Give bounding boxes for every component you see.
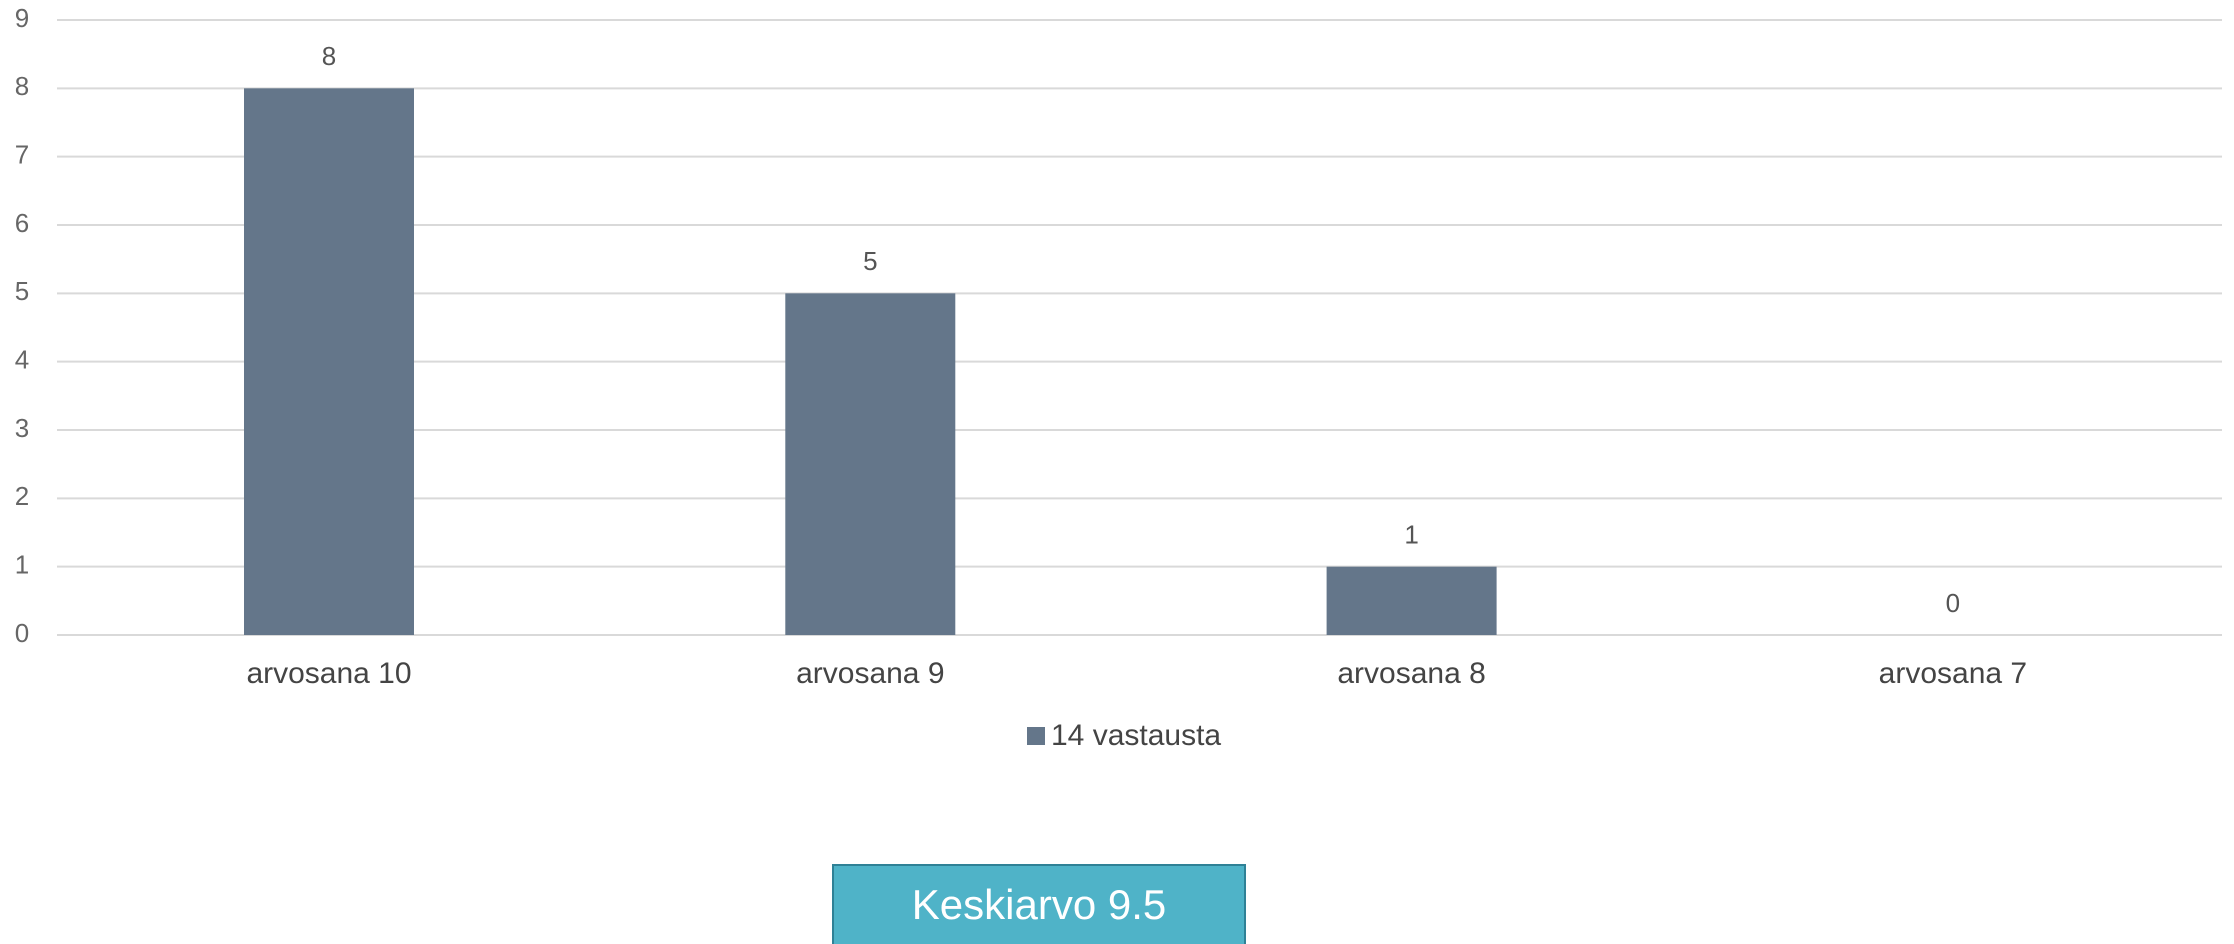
legend-label: 14 vastausta [1051, 719, 1221, 752]
y-tick-label: 8 [15, 71, 29, 101]
y-tick-label: 5 [15, 276, 29, 306]
bar [244, 88, 414, 636]
x-tick-label: arvosana 8 [1337, 657, 1485, 690]
bar [1326, 566, 1497, 635]
y-tick-label: 4 [15, 345, 29, 375]
x-tick-label: arvosana 9 [796, 657, 944, 690]
value-label: 8 [322, 41, 336, 71]
y-tick-label: 3 [15, 413, 29, 443]
legend-swatch [1027, 727, 1045, 745]
y-tick-label: 0 [15, 618, 29, 648]
annotation-box [832, 864, 1246, 944]
y-tick-label: 9 [15, 3, 29, 33]
y-tick-label: 1 [15, 550, 29, 580]
annotation: Keskiarvo 9.5 [912, 881, 1166, 928]
y-tick-label: 2 [15, 481, 29, 511]
value-label: 1 [1404, 520, 1418, 550]
value-label: 5 [863, 246, 877, 276]
bar [785, 293, 956, 635]
value-label: 0 [1946, 588, 1960, 618]
x-tick-label: arvosana 7 [1879, 657, 2027, 690]
y-tick-label: 7 [15, 140, 29, 170]
y-tick-label: 6 [15, 208, 29, 238]
x-tick-label: arvosana 10 [246, 657, 411, 690]
